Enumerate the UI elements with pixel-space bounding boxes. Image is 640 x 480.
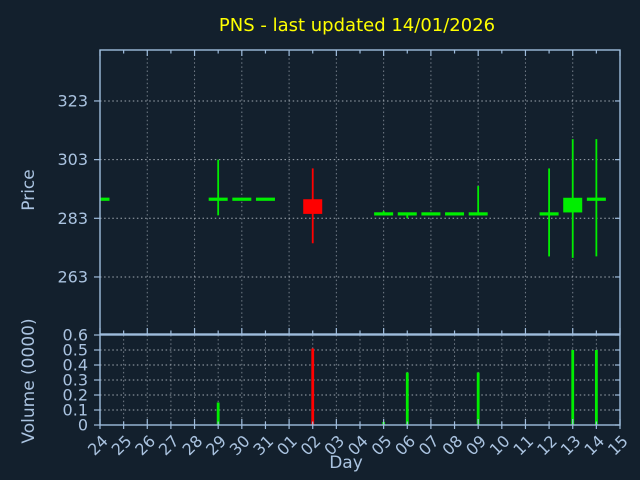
volume-tick-label: 0.3 <box>63 371 88 390</box>
candle-body-day-07 <box>421 212 441 216</box>
x-tick-label: 15 <box>604 431 632 459</box>
volume-tick-label: 0.5 <box>63 341 88 360</box>
candle-body-day-05 <box>374 212 394 216</box>
volume-tick-label: 0.2 <box>63 386 88 405</box>
candlestick-series <box>100 139 606 258</box>
volume-bar-day-29 <box>216 402 220 425</box>
volume-tick-label: 0 <box>78 416 88 435</box>
price-tick-label: 323 <box>57 91 88 110</box>
price-tick-label: 283 <box>57 209 88 228</box>
chart-title: PNS - last updated 14/01/2026 <box>219 15 495 36</box>
x-axis-label: Day <box>329 453 363 473</box>
volume-bar-day-14 <box>594 350 598 425</box>
candle-body-day-29 <box>208 197 228 201</box>
volume-tick-label: 0.6 <box>63 326 88 345</box>
chart-series <box>100 139 606 425</box>
candle-body-day-08 <box>445 212 465 216</box>
volume-tick-label: 0.1 <box>63 401 88 420</box>
volume-bar-day-06 <box>405 372 409 425</box>
price-panel-spine <box>99 49 621 335</box>
volume-bar-day-02 <box>311 348 315 425</box>
volume-axis-label: Volume (0000) <box>19 318 39 443</box>
axes-spines-ticks <box>94 49 621 429</box>
volume-bar-day-13 <box>571 350 575 425</box>
candle-body-day-24 <box>100 197 110 201</box>
candle-body-day-02 <box>303 199 323 214</box>
candle-body-day-31 <box>255 197 275 201</box>
candle-body-day-12 <box>539 212 559 216</box>
candle-body-day-09 <box>468 212 488 216</box>
gridlines <box>100 50 620 425</box>
price-axis-label: Price <box>19 169 39 210</box>
candle-body-day-06 <box>397 212 417 216</box>
candle-body-day-14 <box>586 197 606 201</box>
price-tick-label: 263 <box>57 267 88 286</box>
price-tick-label: 303 <box>57 150 88 169</box>
candle-body-day-30 <box>232 197 252 201</box>
candle-body-day-13 <box>563 197 583 213</box>
tick-labels: 32330328326300.10.20.30.40.50.6242526272… <box>57 91 631 459</box>
volume-bar-day-09 <box>476 372 480 425</box>
volume-tick-label: 0.4 <box>63 356 88 375</box>
